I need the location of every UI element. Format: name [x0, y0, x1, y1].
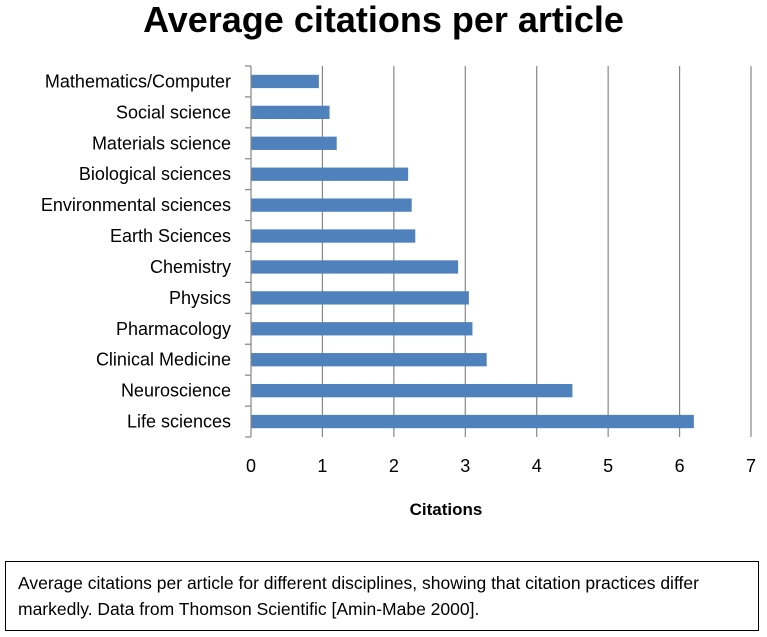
category-label: Mathematics/Computer	[45, 71, 231, 91]
chart-title: Average citations per article	[143, 0, 624, 40]
bar	[251, 291, 469, 305]
bar	[251, 322, 473, 336]
category-label: Physics	[169, 288, 231, 308]
x-axis-title: Citations	[410, 500, 483, 519]
category-label: Materials science	[92, 133, 231, 153]
category-label: Environmental sciences	[41, 195, 231, 215]
bar	[251, 260, 459, 274]
bar-chart: Mathematics/Computer Social science Materi…	[41, 65, 756, 519]
x-tick-label: 0	[246, 456, 256, 476]
bar	[251, 198, 412, 212]
bar	[251, 105, 330, 120]
bar	[251, 414, 694, 429]
category-label: Neuroscience	[121, 381, 231, 401]
axes	[245, 65, 252, 438]
x-tick-label: 2	[389, 456, 399, 476]
category-label: Life sciences	[127, 412, 231, 432]
category-label: Clinical Medicine	[96, 350, 231, 370]
category-labels: Mathematics/Computer Social science Materi…	[41, 71, 231, 431]
x-tick-label: 7	[746, 456, 756, 476]
gridlines	[321, 66, 752, 437]
x-tick-label: 5	[603, 456, 613, 476]
caption-text: Average citations per article for differ…	[18, 573, 699, 619]
figure-caption: Average citations per article for differ…	[5, 561, 759, 631]
category-label: Chemistry	[150, 257, 231, 277]
bars	[251, 74, 694, 429]
bar	[251, 136, 337, 150]
category-label: Earth Sciences	[110, 226, 231, 246]
x-tick-label: 4	[532, 456, 542, 476]
category-label: Biological sciences	[79, 164, 231, 184]
x-tick-label: 6	[675, 456, 685, 476]
bar	[251, 353, 487, 367]
x-tick-label: 3	[460, 456, 470, 476]
category-label: Social science	[116, 102, 231, 122]
bar	[251, 74, 319, 89]
category-label: Pharmacology	[116, 319, 231, 339]
x-tick-labels: 0 1 2 3 4 5 6 7	[246, 456, 756, 476]
bar	[251, 383, 573, 398]
bar	[251, 167, 409, 181]
x-tick-label: 1	[317, 456, 327, 476]
bar	[251, 229, 416, 243]
